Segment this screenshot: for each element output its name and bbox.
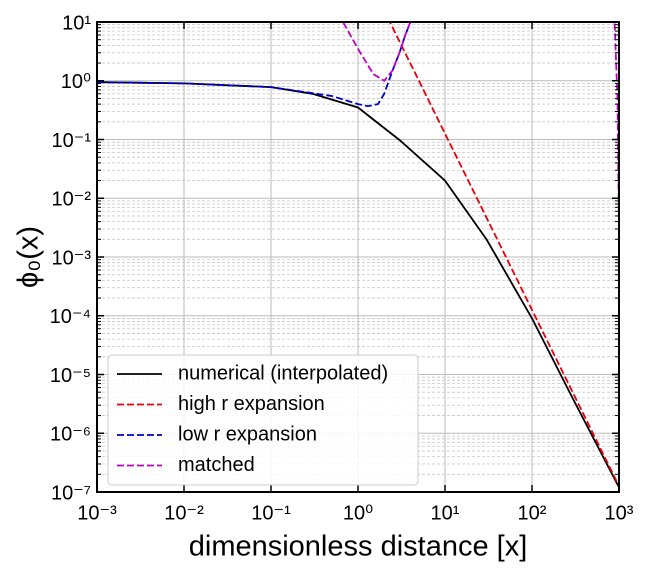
x-tick-label: 10⁻¹ <box>251 502 291 524</box>
x-tick-label: 10² <box>518 502 547 524</box>
y-tick-label: 10⁻⁴ <box>50 306 91 328</box>
legend: numerical (interpolated) high r expansion… <box>107 354 419 486</box>
x-axis-label: dimensionless distance [x] <box>189 531 528 563</box>
ticks: 10⁻³ 10⁻² 10⁻¹ 10⁰ 10¹ 10² 10³ 10⁻⁷ 10⁻⁶ 10⁻⁵ 10⁻⁴… <box>50 12 634 524</box>
y-tick-label: 10⁻⁷ <box>51 482 91 504</box>
series-line <box>97 22 412 108</box>
y-tick-label: 10⁻¹ <box>52 130 92 152</box>
x-tick-label: 10⁻³ <box>77 502 117 524</box>
x-tick-label: 10⁰ <box>343 502 373 524</box>
y-tick-label: 10¹ <box>62 12 91 34</box>
y-tick-label: 10⁻⁵ <box>50 365 91 387</box>
x-tick-label: 10¹ <box>431 502 460 524</box>
legend-label: high r expansion <box>178 393 325 415</box>
legend-box <box>107 354 419 486</box>
y-tick-label: 10⁻³ <box>52 247 92 269</box>
series-line <box>388 22 619 487</box>
legend-label: matched <box>178 454 255 476</box>
legend-label: numerical (interpolated) <box>178 362 388 384</box>
legend-label: low r expansion <box>178 423 317 445</box>
y-tick-label: 10⁻⁶ <box>50 424 91 446</box>
x-tick-label: 10³ <box>605 502 634 524</box>
y-tick-label: 10⁰ <box>61 71 91 93</box>
y-tick-label: 10⁻² <box>52 189 92 211</box>
y-axis-label: ϕ₀(x) <box>13 226 45 288</box>
x-tick-label: 10⁻² <box>164 502 204 524</box>
